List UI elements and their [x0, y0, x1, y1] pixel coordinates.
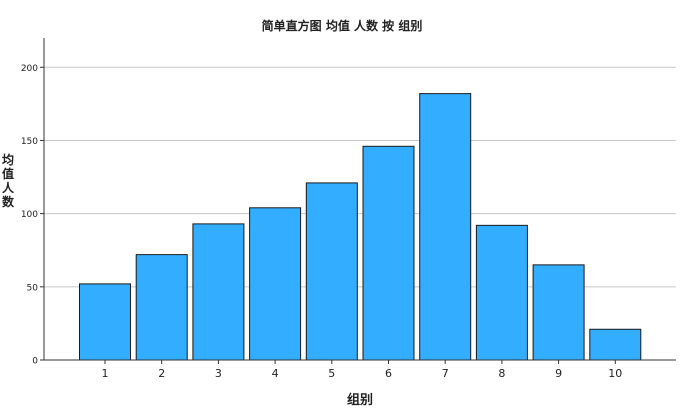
y-tick-labels: 0 50 100 150 200: [21, 64, 38, 367]
x-tick-label: 10: [608, 367, 622, 380]
y-tick-label: 50: [27, 283, 39, 293]
x-tick-label: 6: [385, 367, 392, 380]
y-tick-label: 0: [32, 357, 38, 367]
x-tick-labels: 1 2 3 4 5 6 7 8 9 10: [102, 367, 623, 380]
y-tick-label: 200: [21, 64, 38, 74]
bar: [532, 264, 585, 361]
bar: [475, 224, 528, 361]
bar: [362, 145, 415, 361]
y-tick-label: 150: [21, 137, 38, 147]
y-tick-label: 100: [21, 210, 38, 220]
bars: [79, 93, 642, 361]
y-axis-label-char: 数: [2, 194, 15, 209]
y-axis-label-char: 人: [2, 180, 15, 195]
x-tick-label: 5: [328, 367, 335, 380]
grid-lines: [44, 66, 676, 288]
chart-title: 简单直方图 均值 人数 按 组别: [262, 18, 423, 33]
y-axis-label-char: 均: [2, 152, 14, 167]
y-axis-label: 均值人数: [2, 152, 15, 209]
x-tick-label: 2: [158, 367, 165, 380]
y-axis-label-char: 值: [2, 166, 14, 181]
bar: [79, 283, 131, 361]
bar: [249, 207, 302, 361]
x-tick-label: 9: [555, 367, 562, 380]
x-tick-label: 3: [215, 367, 222, 380]
x-tick-label: 4: [272, 367, 279, 380]
axes: [40, 38, 676, 364]
y-axis-label-text: 均值人数: [2, 152, 15, 209]
x-tick-label: 8: [498, 367, 505, 380]
bar: [192, 223, 245, 361]
bar: [419, 93, 472, 361]
bar: [305, 182, 358, 361]
x-tick-label: 7: [442, 367, 449, 380]
x-axis-label: 组别: [347, 392, 373, 408]
bar: [589, 328, 642, 361]
x-tick-label: 1: [102, 367, 109, 380]
bar: [135, 254, 188, 361]
